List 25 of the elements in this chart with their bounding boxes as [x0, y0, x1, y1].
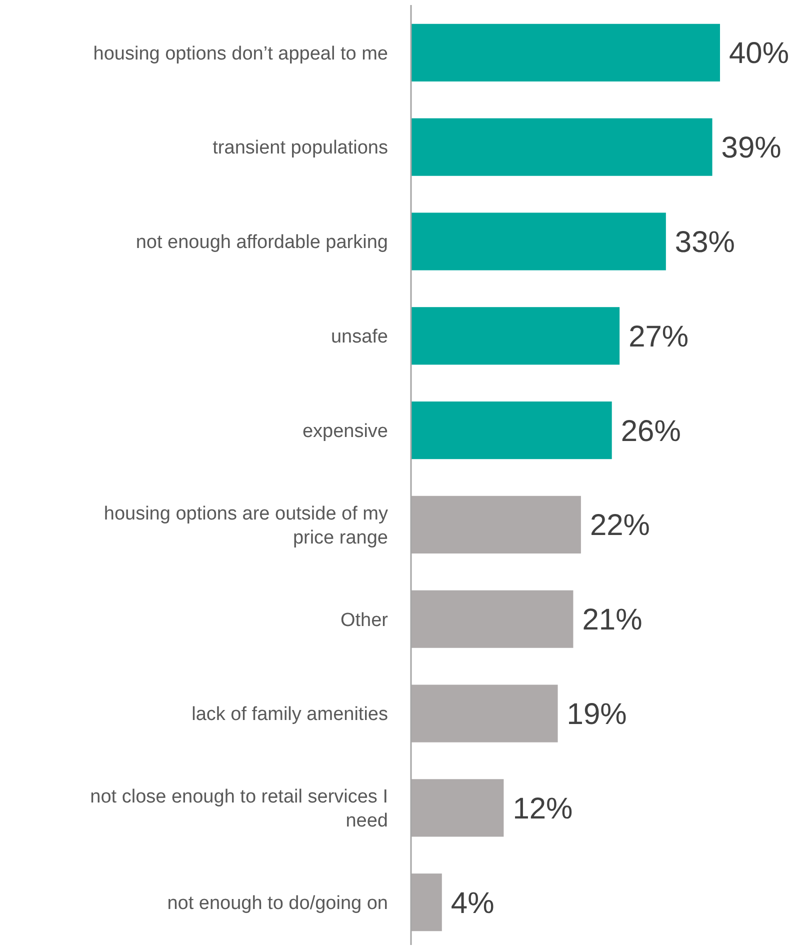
bar	[411, 212, 666, 270]
data-label: 39%	[721, 132, 782, 165]
y-tick-label: housing options are outside of my price range	[104, 503, 388, 548]
y-tick-label: lack of family amenities	[192, 704, 388, 726]
y-tick-label: not enough to do/going on	[167, 892, 388, 914]
bar	[411, 118, 712, 176]
data-label: 40%	[729, 37, 790, 70]
data-label: 21%	[582, 604, 642, 637]
data-label: 22%	[590, 509, 650, 542]
data-label: 4%	[450, 886, 494, 920]
bar	[411, 402, 612, 460]
bar	[411, 307, 620, 365]
y-tick-label: Other	[340, 610, 389, 631]
y-tick-label: not close enough to retail services I need	[90, 786, 388, 832]
data-label: 19%	[566, 698, 627, 732]
y-tick-label: housing options don’t appeal to me	[93, 43, 388, 64]
bar	[411, 24, 720, 82]
data-label: 26%	[620, 414, 681, 448]
y-tick-label: expensive	[302, 420, 388, 442]
data-label: 12%	[512, 792, 573, 826]
y-tick-label: unsafe	[330, 326, 388, 348]
y-tick-label: not enough affordable parking	[136, 232, 388, 254]
y-tick-label: transient populations	[212, 138, 388, 159]
data-label: 27%	[628, 320, 689, 354]
data-label: 33%	[674, 226, 735, 259]
